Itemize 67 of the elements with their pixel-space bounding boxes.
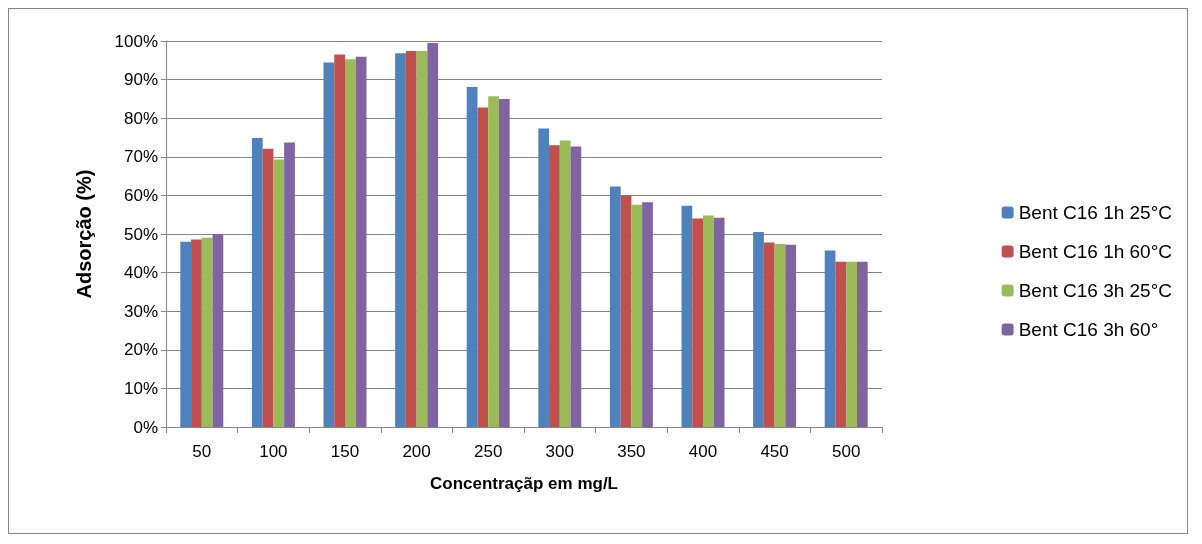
- bar: [395, 53, 406, 427]
- y-tick-label: 60%: [123, 185, 158, 205]
- bar: [824, 250, 836, 427]
- bar: [345, 59, 356, 427]
- bar: [477, 107, 489, 427]
- bar: [835, 261, 847, 427]
- x-tick-label: 50: [192, 442, 212, 461]
- bar: [753, 232, 764, 427]
- bar: [251, 137, 263, 427]
- y-tick-label: 20%: [123, 340, 158, 360]
- x-tick-label: 100: [259, 442, 288, 461]
- bar: [273, 159, 285, 427]
- bar: [703, 215, 714, 427]
- y-tick-label: 80%: [123, 108, 158, 128]
- y-tick-label: 30%: [123, 301, 158, 321]
- legend-label: Bent C16 1h 60°C: [1018, 241, 1173, 262]
- x-tick-label: 500: [832, 442, 861, 461]
- bar: [846, 261, 857, 427]
- bar: [692, 218, 703, 427]
- bar: [323, 62, 335, 427]
- x-tick-label: 200: [402, 442, 431, 461]
- bar: [191, 239, 202, 427]
- legend-label: Bent C16 3h 60°: [1018, 319, 1159, 340]
- bar: [405, 51, 417, 427]
- bar: [642, 202, 653, 427]
- y-tick-label: 100%: [114, 31, 158, 51]
- x-tick-label: 450: [760, 442, 789, 461]
- bar: [549, 145, 560, 427]
- bar: [466, 86, 478, 427]
- x-axis-title: Concentraçãp em mg/L: [430, 474, 618, 493]
- bar: [201, 237, 213, 427]
- bar: [620, 195, 632, 427]
- bar: [763, 242, 775, 427]
- y-tick-label: 10%: [123, 378, 158, 398]
- bar: [559, 140, 571, 427]
- y-tick-label: 0%: [133, 417, 158, 437]
- bar: [334, 54, 345, 427]
- bar: [570, 146, 582, 427]
- bar: [681, 205, 693, 427]
- bar: [713, 217, 725, 427]
- x-tick-label: 150: [330, 442, 360, 461]
- bar: [284, 142, 295, 427]
- bar: [262, 148, 274, 427]
- bar: [498, 98, 510, 427]
- bar: [785, 244, 797, 427]
- bar: [856, 261, 868, 427]
- legend-label: Bent C16 3h 25°C: [1018, 280, 1173, 301]
- bar: [538, 128, 550, 427]
- bar: [609, 186, 621, 427]
- y-tick-label: 90%: [123, 70, 158, 90]
- bar: [416, 51, 428, 427]
- x-tick-label: 300: [545, 442, 574, 461]
- bar: [180, 241, 192, 427]
- x-tick-label: 350: [617, 442, 646, 461]
- legend-label: Bent C16 1h 25°C: [1018, 202, 1173, 223]
- bar: [774, 244, 786, 427]
- y-tick-label: 50%: [123, 224, 158, 244]
- bar: [631, 204, 643, 427]
- bar: [427, 42, 439, 427]
- bar: [212, 234, 224, 427]
- y-tick-label: 40%: [123, 263, 158, 283]
- y-axis-title: Adsorção (%): [73, 169, 95, 299]
- x-tick-label: 250: [474, 442, 503, 461]
- bar: [355, 56, 367, 427]
- y-tick-label: 70%: [123, 147, 158, 167]
- x-tick-label: 400: [688, 442, 718, 461]
- bar: [488, 96, 499, 427]
